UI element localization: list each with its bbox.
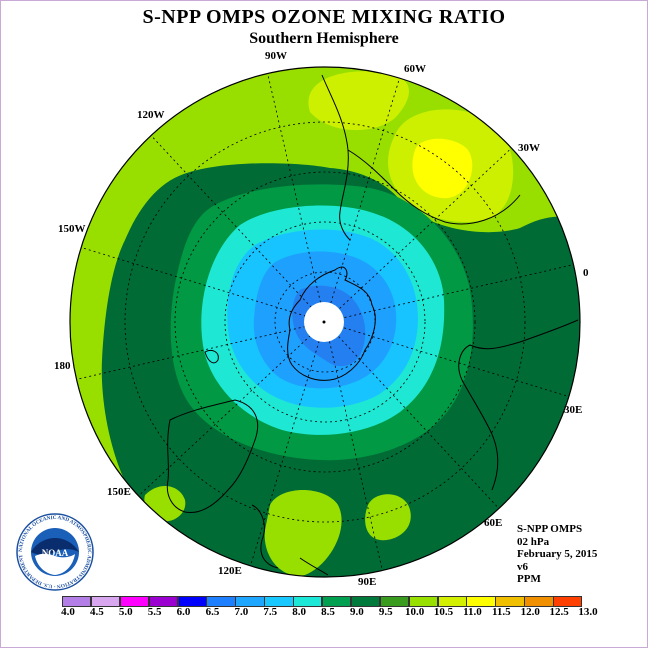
product-info: S-NPP OMPS 02 hPa February 5, 2015 v6 PP… (517, 523, 597, 586)
color-scale-swatch (322, 596, 352, 607)
color-scale-swatch (264, 596, 294, 607)
info-instrument: S-NPP OMPS (517, 523, 583, 535)
color-scale-swatch (495, 596, 525, 607)
color-scale-tick-label: 4.0 (61, 606, 75, 618)
color-scale-swatch (466, 596, 496, 607)
lon-label-150e: 150E (107, 486, 131, 498)
color-scale-swatch (206, 596, 236, 607)
color-scale-swatch (350, 596, 381, 607)
lon-label-90e: 90E (358, 576, 377, 588)
logo-text: NOAA (42, 548, 69, 558)
ozone-region-yellow-green-north (308, 71, 409, 131)
new-zealand-coast (204, 349, 219, 364)
color-scale-tick-label: 6.5 (205, 606, 220, 618)
color-scale-tick-label: 10.0 (405, 606, 425, 618)
color-scale-tick-label: 7.0 (234, 606, 249, 618)
ozone-region-lime-south (264, 490, 342, 576)
lon-label-180: 180 (54, 360, 71, 372)
map-boundary-circle (69, 66, 581, 578)
lon-label-60e: 60E (484, 517, 503, 529)
color-scale-tick-label: 13.0 (578, 606, 598, 618)
color-scale-swatch (148, 596, 179, 607)
info-units: PPM (517, 573, 541, 585)
africa-coast (458, 319, 579, 491)
lon-label-30w: 30W (518, 142, 540, 154)
color-scale-tick-label: 12.5 (549, 606, 569, 618)
lon-label-120e: 120E (218, 565, 242, 577)
info-pressure: 02 hPa (517, 535, 550, 548)
color-scale-swatch (235, 596, 265, 607)
color-scale-tick-label: 6.0 (176, 606, 191, 618)
graticule (76, 73, 574, 571)
color-scale-swatch (177, 596, 207, 607)
color-scale-tick-label: 10.5 (433, 606, 454, 618)
ozone-region-lime-southwest (144, 485, 186, 522)
color-scale-swatch (119, 596, 150, 607)
color-scale-swatch (293, 596, 323, 607)
lon-label-120w: 120W (137, 109, 165, 121)
color-scale-swatch (553, 596, 583, 607)
color-scale-tick-label: 5.0 (118, 606, 133, 618)
noaa-logo: NATIONAL OCEANIC AND ATMOSPHERIC ADMINIS… (15, 512, 94, 591)
australia-coast (166, 399, 259, 514)
color-scale-tick-label: 8.0 (292, 606, 306, 618)
info-version: v6 (517, 560, 528, 573)
color-scale-tick-label: 5.5 (147, 606, 162, 618)
lon-label-60w: 60W (404, 63, 426, 75)
color-scale-tick-label: 9.5 (378, 606, 393, 618)
color-scale-tick-label: 9.0 (350, 606, 364, 618)
ozone-region-lime-southeast (365, 494, 411, 541)
color-scale-tick-label: 11.5 (492, 606, 511, 618)
south-america-coast (321, 74, 521, 241)
indian-ocean-islands (251, 504, 329, 576)
color-scale-tick-label: 8.5 (321, 606, 335, 618)
latitude-circle (224, 221, 426, 423)
lon-label-0: 0 (583, 267, 589, 279)
color-scale-tick-label: 12.0 (520, 606, 540, 618)
color-scale-swatch (437, 596, 467, 607)
color-scale-swatch (524, 596, 554, 607)
info-date: February 5, 2015 (517, 548, 598, 560)
latitude-circle (124, 121, 526, 523)
color-scale-tick-label: 7.5 (263, 606, 278, 618)
color-scale-swatch (408, 596, 439, 607)
latitude-circle (274, 271, 376, 373)
color-scale-bar (62, 596, 583, 610)
color-scale-tick-label: 4.5 (90, 606, 104, 618)
color-scale-swatch (379, 596, 410, 607)
color-scale-tick-label: 11.0 (463, 606, 482, 618)
lon-label-150w: 150W (58, 223, 86, 235)
map-title: S-NPP OMPS OZONE MIXING RATIO (142, 6, 506, 28)
lon-label-90w: 90W (265, 50, 287, 62)
coastlines (166, 74, 579, 576)
lon-label-30e: 30E (564, 404, 583, 416)
south-pole-dot (322, 320, 326, 324)
color-scale-swatch (62, 596, 92, 607)
antarctica-coast (287, 266, 376, 381)
latitude-circle (174, 171, 476, 473)
color-scale-swatch (90, 596, 121, 607)
ozone-region-yellow (412, 138, 473, 199)
color-scale-ticks: 4.0 4.5 5.0 5.5 6.0 6.5 7.0 7.5 8.0 8.5 9.0 9.5 10.0… (0, 606, 648, 622)
map-subtitle: Southern Hemisphere (249, 30, 399, 47)
